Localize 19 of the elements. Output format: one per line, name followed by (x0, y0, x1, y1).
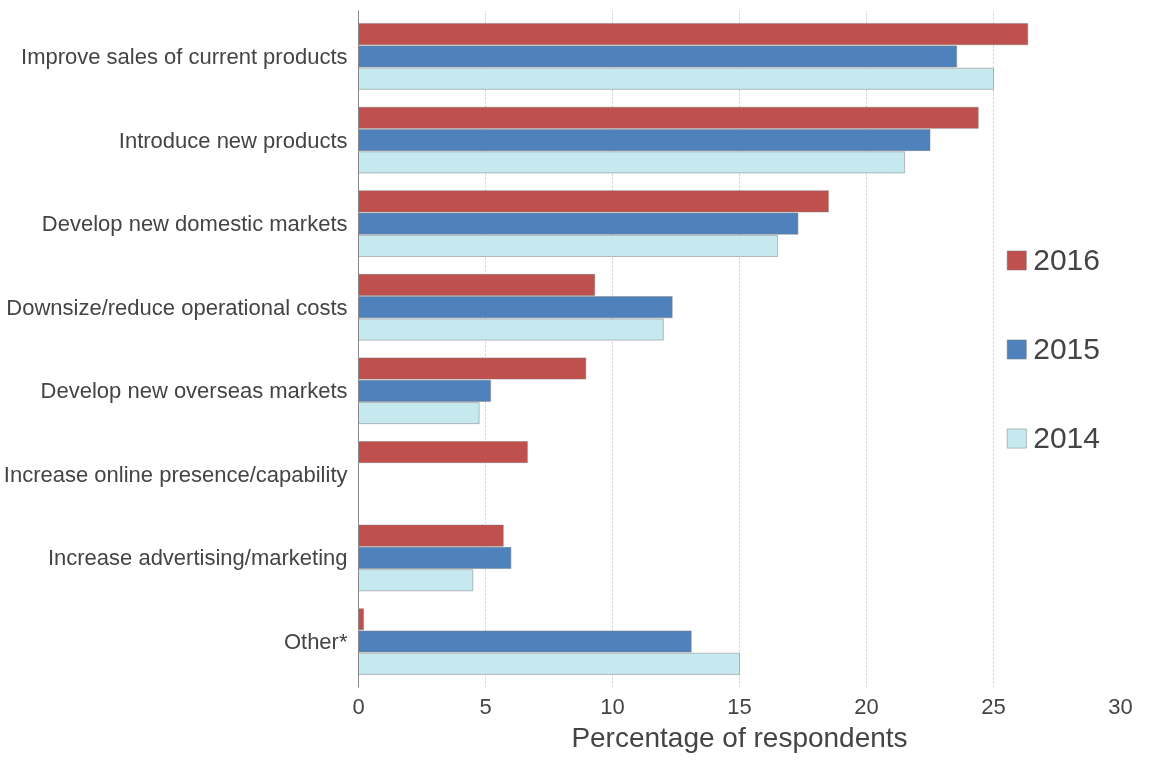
x-tick-label: 0 (352, 693, 365, 719)
x-axis-title: Percentage of respondents (571, 721, 908, 753)
legend-label: 2014 (1033, 420, 1100, 455)
y-tick-label: Develop new overseas markets (40, 378, 348, 404)
y-tick-label: Improve sales of current products (21, 43, 348, 69)
y-tick-label: Other* (283, 629, 348, 655)
x-tick-label: 10 (600, 693, 625, 719)
y-tick-label: Downsize/reduce operational costs (6, 294, 348, 320)
x-tick-label: 5 (479, 693, 492, 719)
legend-label: 2015 (1033, 331, 1100, 366)
x-tick-label: 25 (981, 693, 1006, 719)
y-tick-label: Develop new domestic markets (41, 211, 348, 237)
x-tick-label: 20 (854, 693, 879, 719)
legend-label: 2016 (1033, 242, 1100, 277)
x-tick-label: 30 (1108, 693, 1133, 719)
y-tick-label: Increase online presence/capability (3, 461, 348, 487)
y-tick-label: Increase advertising/marketing (47, 545, 348, 571)
x-tick-label: 15 (727, 693, 752, 719)
y-tick-label: Introduce new products (118, 127, 348, 153)
